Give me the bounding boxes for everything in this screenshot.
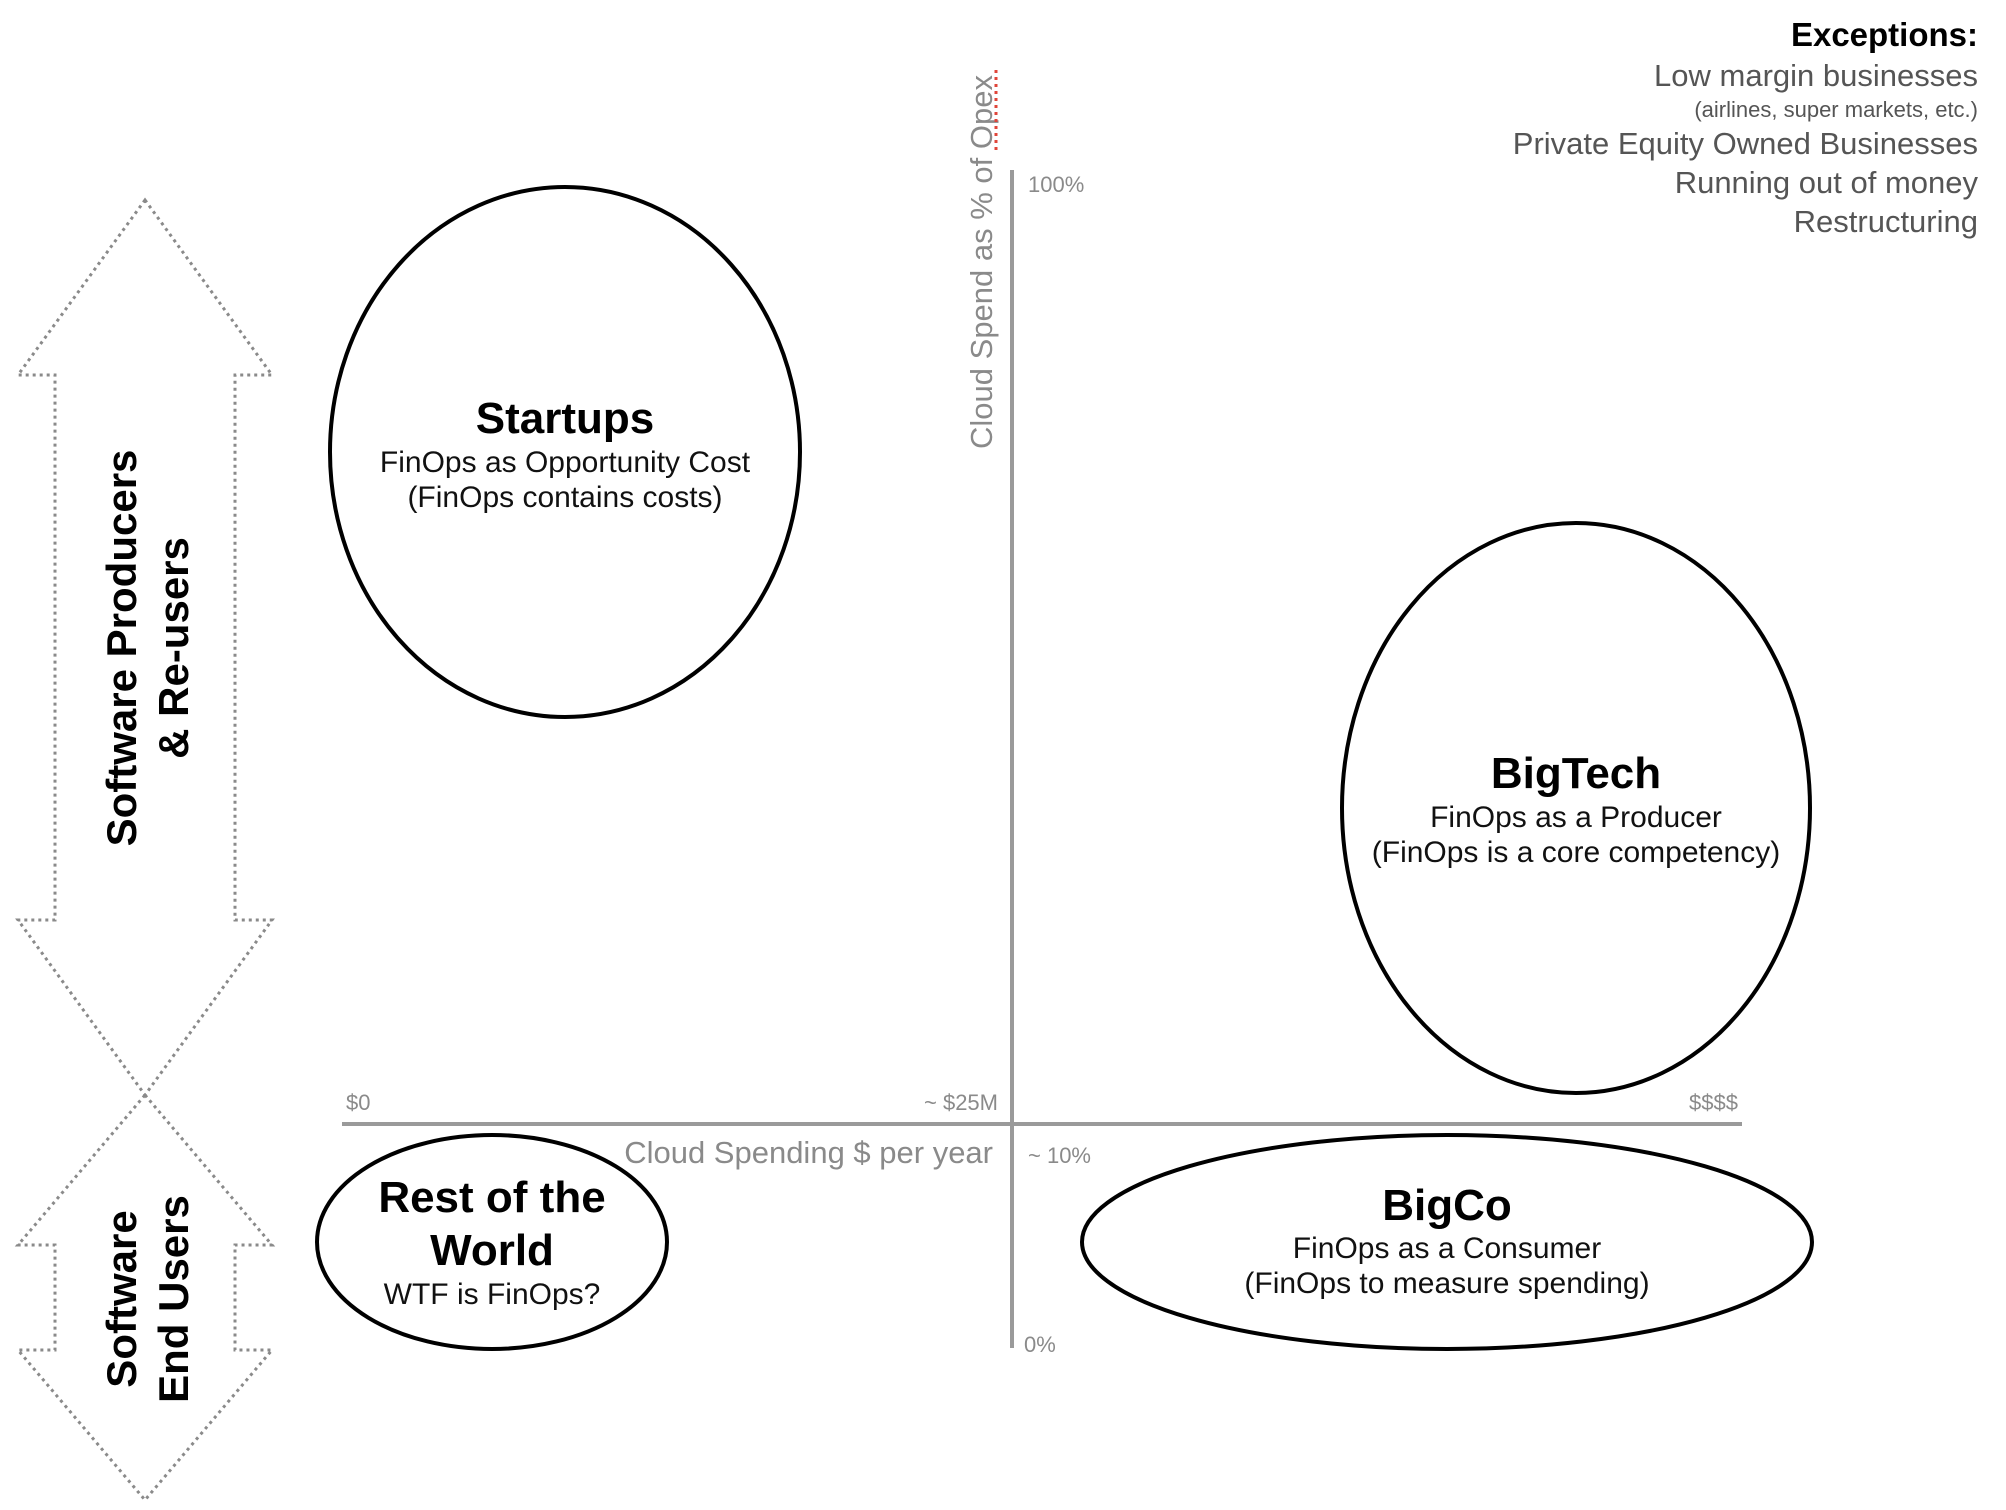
producers-label-line1: Software Producers <box>98 450 145 847</box>
producers-double-arrow <box>15 197 275 1098</box>
rest-of-world-ellipse <box>315 1133 669 1351</box>
rest-of-world-title-line2: World <box>430 1226 554 1275</box>
exception-private-equity: Private Equity Owned Businesses <box>1513 126 1978 161</box>
segment-startups: Startups FinOps as Opportunity Cost (Fin… <box>328 185 802 719</box>
exception-restructuring: Restructuring <box>1794 204 1978 239</box>
x-tick-max: $$$$ <box>1689 1090 1738 1115</box>
startups-ellipse <box>328 185 802 719</box>
exceptions-title: Exceptions: <box>1791 16 1978 53</box>
exception-low-margin: Low margin businesses <box>1654 58 1978 93</box>
bigtech-ellipse <box>1340 521 1812 1095</box>
bigtech-title: BigTech <box>1491 749 1661 798</box>
exception-running-out-of-money: Running out of money <box>1675 165 1979 200</box>
end-users-label-line2: End Users <box>150 1195 197 1403</box>
band-arrows: Software Producers & Re-users Software E… <box>14 197 276 1503</box>
y-axis-title: Cloud Spend as % of Opex <box>964 75 999 449</box>
y-tick-100: 100% <box>1028 172 1084 197</box>
rest-of-world-line1: WTF is FinOps? <box>384 1278 601 1311</box>
axes: Cloud Spend as % of Opex 100% ~ 10% 0% $… <box>342 70 1742 1357</box>
exceptions-block: Exceptions: Low margin businesses (airli… <box>1513 16 1979 239</box>
exception-low-margin-examples: (airlines, super markets, etc.) <box>1694 97 1978 122</box>
bigtech-line2: (FinOps is a core competency) <box>1372 836 1780 869</box>
bigtech-line1: FinOps as a Producer <box>1430 801 1722 834</box>
bigco-line2: (FinOps to measure spending) <box>1244 1267 1649 1300</box>
segment-rest-of-world: Rest of the World WTF is FinOps? <box>315 1133 669 1351</box>
startups-title: Startups <box>476 394 654 443</box>
bigco-ellipse <box>1080 1133 1814 1351</box>
y-tick-0: 0% <box>1024 1332 1056 1357</box>
end-users-label-line1: Software <box>98 1210 145 1387</box>
producers-label-line2: & Re-users <box>150 537 197 759</box>
y-tick-10: ~ 10% <box>1028 1143 1091 1168</box>
x-tick-25m: ~ $25M <box>924 1090 998 1115</box>
end-users-double-arrow <box>14 1092 276 1503</box>
startups-line2: (FinOps contains costs) <box>407 481 722 514</box>
x-axis-title: Cloud Spending $ per year <box>624 1135 993 1170</box>
bigco-title: BigCo <box>1382 1181 1512 1230</box>
rest-of-world-title-line1: Rest of the <box>378 1173 605 1222</box>
startups-line1: FinOps as Opportunity Cost <box>380 446 751 479</box>
x-tick-0: $0 <box>346 1090 370 1115</box>
segment-bigco: BigCo FinOps as a Consumer (FinOps to me… <box>1080 1133 1814 1351</box>
segment-bigtech: BigTech FinOps as a Producer (FinOps is … <box>1340 521 1812 1095</box>
bigco-line1: FinOps as a Consumer <box>1293 1232 1601 1265</box>
